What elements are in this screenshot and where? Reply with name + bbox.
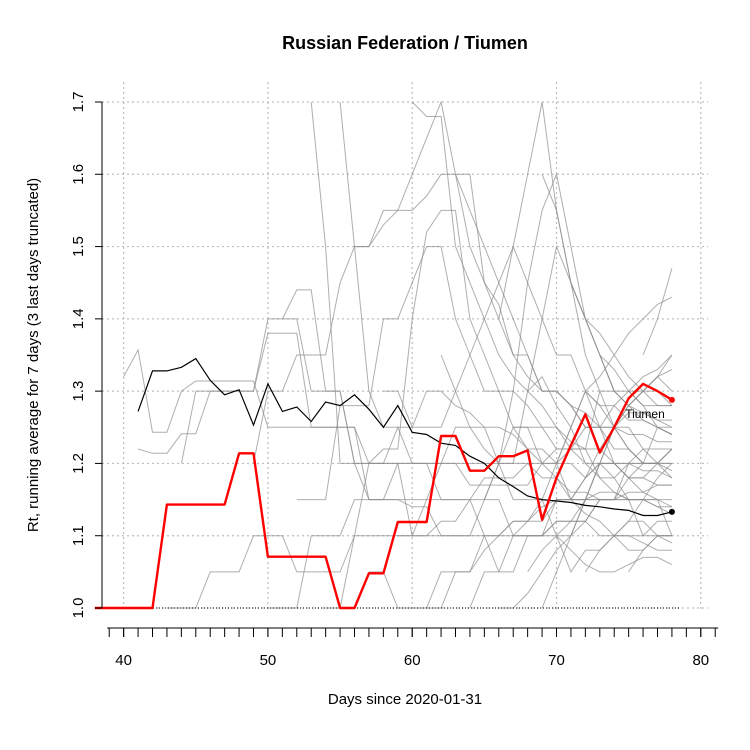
x-tick-label: 80 — [692, 652, 709, 669]
region-line — [137, 318, 672, 486]
y-tick-label: 1.4 — [70, 308, 87, 329]
region-line — [354, 100, 672, 443]
y-tick-label: 1.1 — [70, 525, 87, 546]
region-line — [628, 535, 673, 573]
region-line — [570, 369, 673, 500]
region-line — [584, 390, 672, 501]
region-line — [498, 101, 672, 407]
y-tick-label: 1.2 — [70, 453, 87, 474]
y-tick-label: 1.0 — [70, 598, 87, 619]
region-line — [628, 390, 673, 435]
region-line — [483, 172, 673, 500]
highlight-endpoint — [668, 396, 675, 403]
series-annotation: Tiumen — [625, 407, 665, 421]
x-tick-label: 50 — [260, 652, 277, 669]
region-line — [512, 427, 672, 551]
y-tick-label: 1.5 — [70, 236, 87, 257]
region-line — [541, 426, 673, 609]
highlight-line — [94, 382, 673, 610]
y-tick-label: 1.7 — [70, 92, 87, 113]
y-tick-label: 1.6 — [70, 164, 87, 185]
y-tick-label: 1.3 — [70, 381, 87, 402]
region-line — [642, 268, 673, 356]
region-line — [325, 209, 673, 609]
national-line — [137, 357, 673, 517]
highlight-series — [94, 382, 675, 610]
national-endpoint — [668, 508, 675, 515]
x-tick-label: 70 — [548, 652, 565, 669]
national-series — [137, 357, 675, 517]
region-line — [296, 246, 672, 501]
region-line — [397, 462, 672, 537]
grid — [102, 82, 708, 610]
region-line — [440, 244, 672, 464]
region-lines — [102, 100, 680, 609]
region-line — [166, 499, 673, 609]
chart-title: Russian Federation / Tiumen — [282, 33, 528, 53]
region-line — [498, 448, 673, 609]
axes: 1.0 1.1 1.2 1.3 1.4 1.5 1.6 1.7 40 50 60 70 80 — [70, 92, 719, 669]
region-line — [267, 426, 673, 609]
x-tick-label: 60 — [404, 652, 421, 669]
y-axis-label: Rt, running average for 7 days (3 last d… — [25, 178, 42, 532]
region-line — [556, 535, 673, 573]
region-line — [613, 463, 673, 537]
region-line — [411, 101, 673, 479]
x-tick-label: 40 — [115, 652, 132, 669]
x-axis-label: Days since 2020-01-31 — [328, 691, 482, 708]
